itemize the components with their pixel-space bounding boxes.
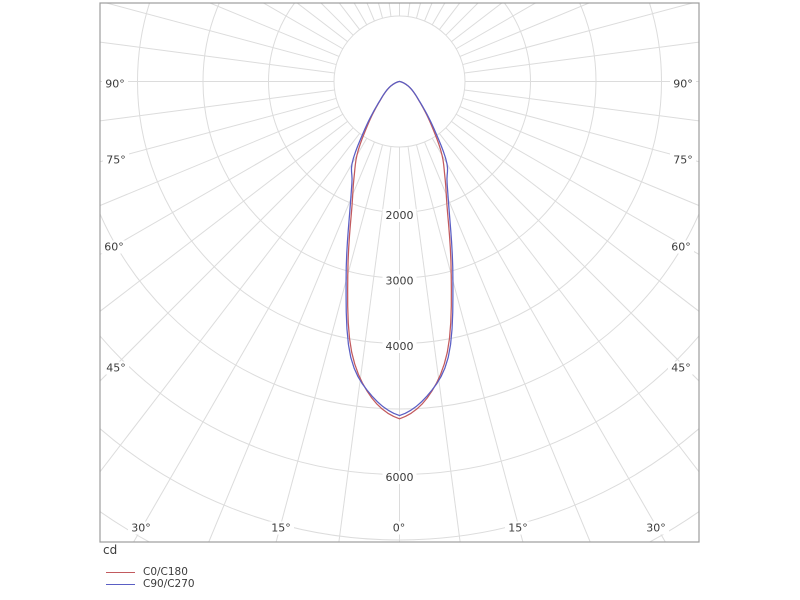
legend-line-c90-c270 bbox=[106, 583, 135, 585]
angle-scale-label: 15° bbox=[271, 522, 291, 535]
angle-radial-line bbox=[100, 97, 337, 163]
angle-radial-line bbox=[455, 113, 699, 255]
angle-radial-line bbox=[100, 89, 335, 122]
angle-radial-line bbox=[407, 146, 461, 542]
angle-scale-label: 60° bbox=[671, 241, 691, 254]
angle-scale-label: 30° bbox=[131, 522, 151, 535]
angle-scale-label: 15° bbox=[508, 522, 528, 535]
angle-scale-label: 0° bbox=[393, 522, 406, 535]
angle-radial-line bbox=[462, 3, 695, 66]
angle-radial-line bbox=[353, 3, 368, 26]
cd-scale-label: 3000 bbox=[386, 275, 414, 288]
angle-radial-line bbox=[104, 3, 337, 66]
angle-scale-label: 60° bbox=[104, 241, 124, 254]
angle-radial-line bbox=[459, 106, 699, 207]
angle-radial-line bbox=[100, 120, 348, 312]
legend-label: C90/C270 bbox=[143, 577, 195, 590]
legend-item: C90/C270 bbox=[106, 577, 195, 591]
angle-scale-label: 45° bbox=[106, 362, 126, 375]
angle-radial-line bbox=[431, 137, 666, 542]
angle-radial-line bbox=[445, 127, 699, 382]
angle-scale-label: 90° bbox=[105, 78, 125, 91]
angle-scale-label: 75° bbox=[673, 154, 693, 167]
angle-radial-line bbox=[459, 3, 591, 57]
angle-radial-line bbox=[208, 3, 340, 57]
cd-scale-labels: 2000 3000 4000 6000 bbox=[382, 209, 417, 484]
angle-radial-line bbox=[100, 127, 354, 382]
angle-scale-label: 30° bbox=[646, 522, 666, 535]
angle-radial-line bbox=[100, 41, 335, 74]
legend-label: C0/C180 bbox=[143, 566, 188, 579]
angle-radial-line bbox=[451, 120, 699, 312]
angle-radial-line bbox=[208, 141, 375, 542]
angle-scale-label: 45° bbox=[671, 362, 691, 375]
cd-scale-label: 2000 bbox=[386, 209, 414, 222]
legend-line-c0-c180 bbox=[106, 572, 135, 574]
angle-radial-line bbox=[431, 3, 446, 26]
angle-radial-line bbox=[464, 89, 699, 122]
angle-radial-line bbox=[424, 141, 591, 542]
angle-scale-label: 90° bbox=[673, 78, 693, 91]
angle-radial-line bbox=[464, 41, 699, 74]
angle-radial-line bbox=[100, 133, 361, 473]
angle-radial-line bbox=[133, 137, 368, 542]
cd-scale-label: 4000 bbox=[386, 340, 414, 353]
angle-radial-line bbox=[275, 144, 384, 542]
unit-label: cd bbox=[103, 543, 118, 557]
angle-scale-label: 75° bbox=[106, 154, 126, 167]
angle-radial-line bbox=[338, 146, 392, 542]
cd-scale-label: 6000 bbox=[386, 471, 414, 484]
angle-radial-line bbox=[415, 144, 524, 542]
angle-radial-line bbox=[462, 97, 699, 163]
curve-c90-c270 bbox=[345, 80, 454, 417]
angle-scale-labels: 90° 75° 60° 45° 30° 15° 90° 75° 60° 45° 30° 15° 0° bbox=[101, 77, 696, 535]
legend: C0/C180 C90/C270 bbox=[106, 567, 195, 590]
angle-radial-line bbox=[100, 106, 340, 207]
legend-item: C0/C180 bbox=[106, 567, 195, 579]
angle-radial-line bbox=[438, 133, 699, 473]
plot-border bbox=[99, 2, 700, 543]
